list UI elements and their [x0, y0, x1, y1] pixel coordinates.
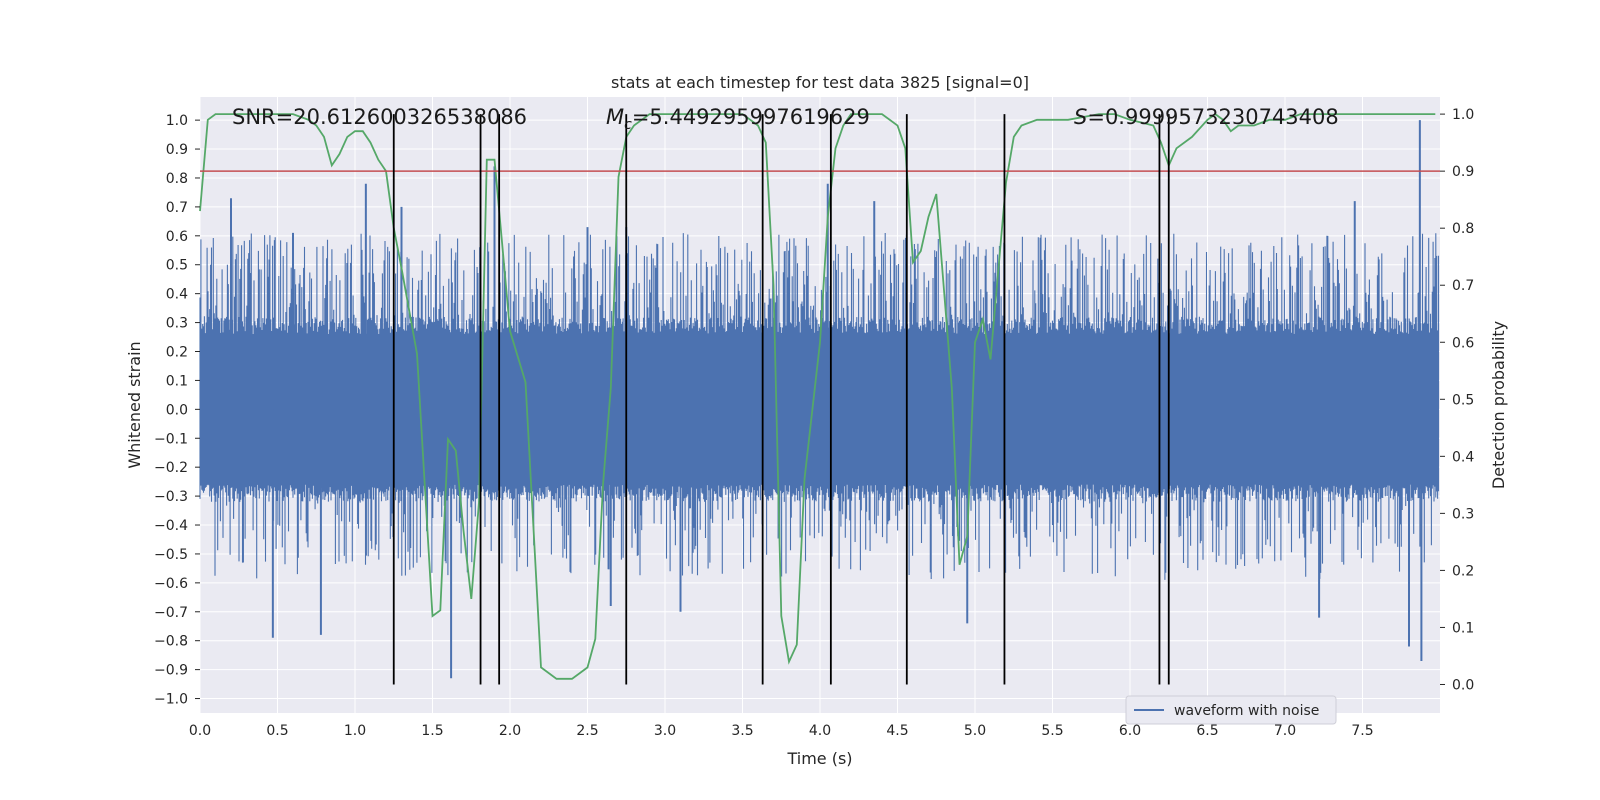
y-tick-label: 1.0 — [166, 113, 188, 129]
s-symbol: S — [1074, 105, 1087, 129]
mc-value: =5.449295997619629 — [632, 105, 870, 129]
y2-tick-label: 0.3 — [1452, 506, 1474, 522]
x-tick-label: 4.5 — [886, 723, 908, 739]
y-tick-label: −0.6 — [154, 576, 188, 592]
s-value: =0.9999573230743408 — [1087, 105, 1338, 129]
y2-tick-label: 0.2 — [1452, 563, 1474, 579]
y-tick-label: 0.7 — [166, 200, 188, 216]
statistic-annotation: S=0.9999573230743408 — [1074, 105, 1339, 129]
snr-annotation: SNR=20.612600326538086 — [232, 105, 527, 129]
y-tick-label: −0.3 — [154, 489, 188, 505]
x-tick-label: 1.0 — [344, 723, 366, 739]
waveform-series — [199, 120, 1440, 679]
probability-series — [199, 112, 1436, 680]
x-tick-label: 1.5 — [421, 723, 443, 739]
y-tick-labels: 1.0 0.9 0.8 0.7 0.6 0.5 0.4 0.3 0.2 0.1 0.0 −0.1 −0.… — [154, 113, 200, 708]
legend-box — [1125, 695, 1337, 725]
y-tick-label: −0.7 — [154, 605, 188, 621]
y-tick-label: −0.4 — [154, 518, 188, 534]
chart-title: stats at each timestep for test data 382… — [611, 73, 1029, 92]
y2-tick-label: 0.9 — [1452, 164, 1474, 180]
y2-tick-labels: 1.0 0.9 0.8 0.7 0.6 0.5 0.4 0.3 0.2 0.1 0.0 — [1440, 107, 1474, 693]
x-tick-label: 7.0 — [1274, 723, 1296, 739]
chirp-mass-annotation: Mc=5.449295997619629 — [606, 105, 870, 133]
y-tick-label: 0.8 — [166, 171, 188, 187]
waveform-noise-line — [199, 233, 1440, 580]
y-tick-label: 0.6 — [166, 229, 188, 245]
y2-tick-label: 0.6 — [1452, 335, 1474, 351]
y-tick-label: 0.9 — [166, 142, 188, 158]
x-tick-label: 0.0 — [189, 723, 211, 739]
y2-tick-label: 0.7 — [1452, 278, 1474, 294]
y-tick-label: −0.1 — [154, 431, 188, 447]
detection-probability-line — [199, 112, 1436, 680]
x-tick-label: 5.5 — [1041, 723, 1063, 739]
mc-subscript: c — [624, 117, 632, 133]
legend: waveform with noise — [1125, 695, 1337, 725]
y-tick-label: −0.9 — [154, 663, 188, 679]
x-tick-labels: 0.0 0.5 1.0 1.5 2.0 2.5 3.0 3.5 4.0 4.5 5.0 5.5 6.0 6… — [189, 723, 1374, 739]
x-tick-label: 6.0 — [1119, 723, 1141, 739]
y-tick-label: −0.5 — [154, 547, 188, 563]
y-tick-label: 0.0 — [166, 402, 188, 418]
y-tick-label: −0.8 — [154, 634, 188, 650]
y-tick-label: −1.0 — [154, 692, 188, 708]
y-tick-label: 0.2 — [166, 344, 188, 360]
y2-axis-label: Detection probability — [1489, 321, 1508, 489]
x-tick-label: 5.0 — [964, 723, 986, 739]
x-axis-label: Time (s) — [786, 749, 852, 768]
y-tick-label: 0.4 — [166, 287, 188, 303]
event-markers — [392, 114, 1170, 685]
y2-tick-label: 0.4 — [1452, 449, 1474, 465]
x-tick-label: 2.5 — [576, 723, 598, 739]
y-tick-label: 0.1 — [166, 373, 188, 389]
x-tick-label: 4.0 — [809, 723, 831, 739]
y2-tick-label: 0.0 — [1452, 677, 1474, 693]
y-tick-label: 0.5 — [166, 258, 188, 274]
x-tick-label: 2.0 — [499, 723, 521, 739]
legend-label: waveform with noise — [1174, 703, 1319, 719]
y-tick-label: −0.2 — [154, 460, 188, 476]
x-tick-label: 3.5 — [731, 723, 753, 739]
x-tick-label: 0.5 — [266, 723, 288, 739]
x-tick-label: 6.5 — [1196, 723, 1218, 739]
y-axis-label: Whitened strain — [125, 341, 144, 468]
y2-tick-label: 0.1 — [1452, 620, 1474, 636]
x-tick-label: 3.0 — [654, 723, 676, 739]
y-tick-label: 0.3 — [166, 316, 188, 332]
y2-tick-label: 0.8 — [1452, 221, 1474, 237]
x-tick-label: 7.5 — [1351, 723, 1373, 739]
y2-tick-label: 1.0 — [1452, 107, 1474, 123]
y2-tick-label: 0.5 — [1452, 392, 1474, 408]
mc-symbol: M — [606, 105, 624, 129]
